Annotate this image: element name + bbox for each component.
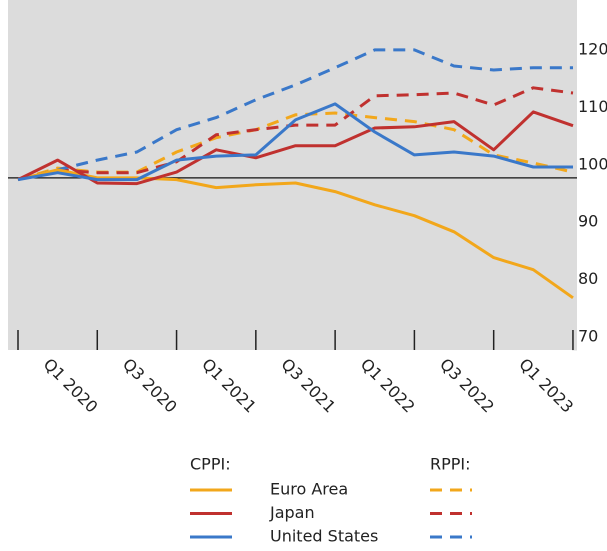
rppi-line [17, 111, 574, 182]
x-tick-label: Q1 2021 [198, 355, 260, 417]
cppi-line [17, 110, 574, 186]
x-tick-label: Q1 2020 [40, 355, 102, 417]
y-tick-label: 80 [578, 269, 598, 288]
y-tick-label: 110 [578, 97, 607, 116]
legend-label: Japan [269, 503, 315, 522]
legend-group-title: RPPI: [430, 455, 471, 474]
legend-label: United States [270, 527, 378, 546]
legend-group-title: CPPI: [190, 455, 231, 474]
y-tick-label: 90 [578, 212, 598, 231]
x-tick-label: Q3 2020 [119, 355, 181, 417]
x-tick-label: Q3 2021 [277, 355, 339, 417]
y-tick-label: 120 [578, 40, 607, 59]
legend-label: Euro Area [270, 480, 348, 499]
rppi-line [17, 86, 574, 182]
rppi-line [17, 48, 573, 182]
y-tick-label: 70 [578, 327, 598, 346]
y-tick-label: 100 [578, 154, 607, 173]
cppi-line [17, 168, 574, 300]
plot-background [8, 0, 577, 350]
cppi-line [17, 102, 573, 182]
x-tick-label: Q1 2022 [357, 355, 419, 417]
x-tick-label: Q3 2022 [436, 355, 498, 417]
x-tick-label: Q1 2023 [515, 355, 577, 417]
